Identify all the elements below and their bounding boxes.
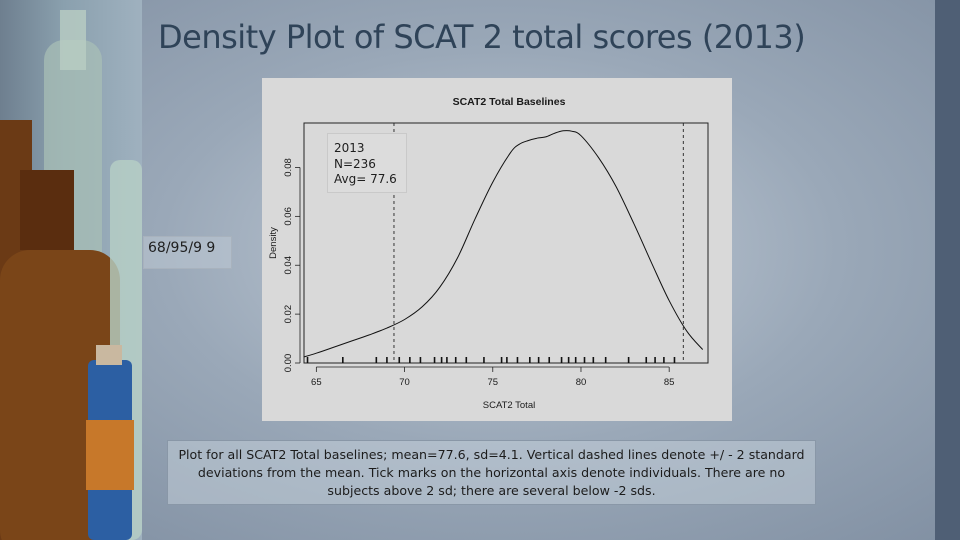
slide-title: Density Plot of SCAT 2 total scores (201… [158,18,806,56]
density-plot-panel: SCAT2 Total Baselines 65 70 75 80 85 0.00 0.0… [262,78,732,421]
x-axis: 65 70 75 80 85 [311,366,675,388]
legend-avg: Avg= 77.6 [334,172,397,186]
y-tick-label: 0.04 [283,256,294,275]
rug-marks [306,357,676,363]
y-tick-label: 0.02 [283,305,294,324]
chart-title: SCAT2 Total Baselines [453,96,566,108]
legend-box: 2013 N=236 Avg= 77.6 [327,133,407,193]
y-axis-label: Density [268,227,279,259]
sd-rule-note: 68/95/9 9 [143,236,232,269]
right-accent-bar [935,0,960,540]
density-plot: SCAT2 Total Baselines 65 70 75 80 85 0.000.0… [268,96,709,411]
density-curve [303,130,704,358]
y-tick-label: 0.00 [283,354,294,373]
y-tick-label: 0.08 [283,158,294,177]
bottles-photo [0,0,142,540]
y-axis: 0.00 0.02 0.04 0.06 0.08 [283,158,301,373]
reference-lines [393,123,684,363]
x-tick-label: 70 [399,377,410,388]
legend-n: N=236 [334,156,376,171]
bottles-illustration [0,10,142,540]
legend-year: 2013 [334,141,365,155]
x-tick-label: 85 [664,377,675,388]
caption-box: Plot for all SCAT2 Total baselines; mean… [167,440,816,505]
x-axis-label: SCAT2 Total [483,400,535,411]
x-tick-label: 75 [487,377,498,388]
plot-frame [303,122,709,364]
x-tick-label: 80 [576,377,587,388]
x-tick-label: 65 [311,377,322,388]
y-tick-label: 0.06 [283,207,294,226]
